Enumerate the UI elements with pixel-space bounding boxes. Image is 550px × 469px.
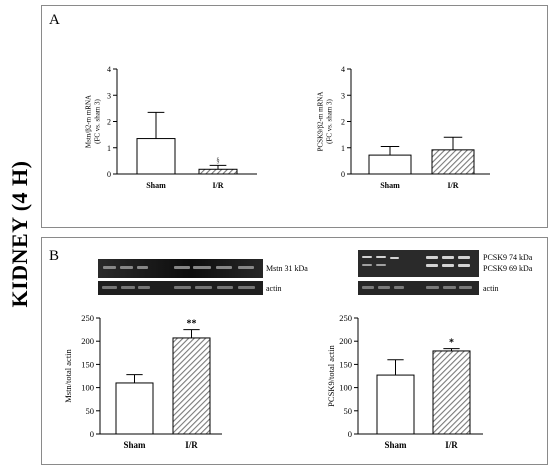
y-tick-label: 200 <box>339 336 352 346</box>
blot-left: Mstn 31 kDa actin <box>98 259 308 295</box>
y-axis-label-line: Mstn/β2-m mRNA <box>85 95 93 148</box>
y-axis-label-line: (FC vs. sham 3) <box>326 98 334 143</box>
blot-right-pcsk9 <box>358 250 479 277</box>
blot-right-pcsk9-74-label: PCSK9 74 kDa <box>483 253 533 262</box>
significance-mark: ** <box>187 319 197 330</box>
category-label: I/R <box>212 181 223 190</box>
blot-left-mstn-label: Mstn 31 kDa <box>266 264 308 273</box>
significance-mark: * <box>449 338 454 349</box>
y-tick-label: 50 <box>344 406 353 416</box>
chart-3: 0 50 100 150 200 250 Sham ** I/R Mstn/total actin <box>63 313 222 450</box>
y-axis-label: PCSK9/total actin <box>326 344 336 406</box>
category-label: I/R <box>447 181 458 190</box>
bar-sham <box>115 382 154 435</box>
y-tick-label: 0 <box>348 429 352 439</box>
bar-sham <box>368 154 412 175</box>
blot-right-actin <box>358 281 479 295</box>
blot-left-actin-label: actin <box>266 284 282 293</box>
chart-4: 0 50 100 150 200 250 Sham * I/R PCSK9/total actin <box>326 313 483 450</box>
blot-right-actin-label: actin <box>483 284 499 293</box>
y-tick-label: 3 <box>341 91 345 100</box>
y-tick-label: 2 <box>107 118 111 127</box>
y-tick-label: 4 <box>107 65 111 74</box>
y-tick-label: 200 <box>81 336 94 346</box>
y-tick-label: 50 <box>86 406 95 416</box>
category-label: Sham <box>380 181 400 190</box>
blot-right-pcsk9-69-label: PCSK9 69 kDa <box>483 264 533 273</box>
blot-right: PCSK9 74 kDa PCSK9 69 kDa actin <box>358 250 533 295</box>
category-label: Sham <box>146 181 166 190</box>
y-axis-label-line: (FC vs. sham 3) <box>94 98 102 143</box>
bar-sham <box>376 374 415 435</box>
y-tick-label: 0 <box>341 170 345 179</box>
bar-ir <box>431 149 475 175</box>
y-tick-label: 1 <box>107 144 111 153</box>
blot-right-pcsk9-bands <box>362 256 470 267</box>
category-label: Sham <box>123 440 146 450</box>
bar-ir <box>172 337 211 435</box>
y-tick-label: 100 <box>81 383 94 393</box>
y-tick-label: 250 <box>81 313 94 323</box>
y-axis-label-line: PCSK9/β2-m mRNA <box>317 92 325 152</box>
chart-2: 0 1 2 3 4 Sham I/R PCSK9/β2-m mRNA (FC vs. sham … <box>317 65 490 190</box>
y-axis-label: PCSK9/β2-m mRNA (FC vs. sham 3) <box>317 92 334 152</box>
y-tick-label: 0 <box>107 170 111 179</box>
y-axis-label-line: Mstn/total actin <box>63 348 73 402</box>
y-tick-label: 250 <box>339 313 352 323</box>
bar-sham <box>136 138 176 175</box>
y-tick-label: 3 <box>107 91 111 100</box>
category-label: Sham <box>384 440 407 450</box>
y-tick-label: 150 <box>81 359 94 369</box>
panel-b-label: B <box>49 248 60 264</box>
y-tick-label: 150 <box>339 359 352 369</box>
y-axis-label: Mstn/β2-m mRNA (FC vs. sham 3) <box>85 95 102 148</box>
y-axis-label-line: PCSK9/total actin <box>326 344 336 406</box>
blot-right-actin-bands <box>362 286 472 289</box>
category-label: I/R <box>445 440 458 450</box>
bar-ir <box>432 350 471 435</box>
bar-ir <box>198 168 238 175</box>
panel-a-label: A <box>49 12 60 28</box>
y-axis-label: Mstn/total actin <box>63 348 73 402</box>
significance-mark: § <box>216 156 220 164</box>
chart-1: 0 1 2 3 4 Sham § I/R Mstn/β2-m mRNA (FC vs. sham … <box>85 65 257 190</box>
category-label: I/R <box>185 440 198 450</box>
y-tick-label: 0 <box>90 429 94 439</box>
y-tick-label: 100 <box>339 383 352 393</box>
y-tick-label: 2 <box>341 118 345 127</box>
blot-left-mstn-bands <box>103 266 254 269</box>
panel-a: A <box>41 5 548 228</box>
blot-left-actin-bands <box>102 286 255 289</box>
y-tick-label: 4 <box>341 65 345 74</box>
y-tick-label: 1 <box>341 144 345 153</box>
